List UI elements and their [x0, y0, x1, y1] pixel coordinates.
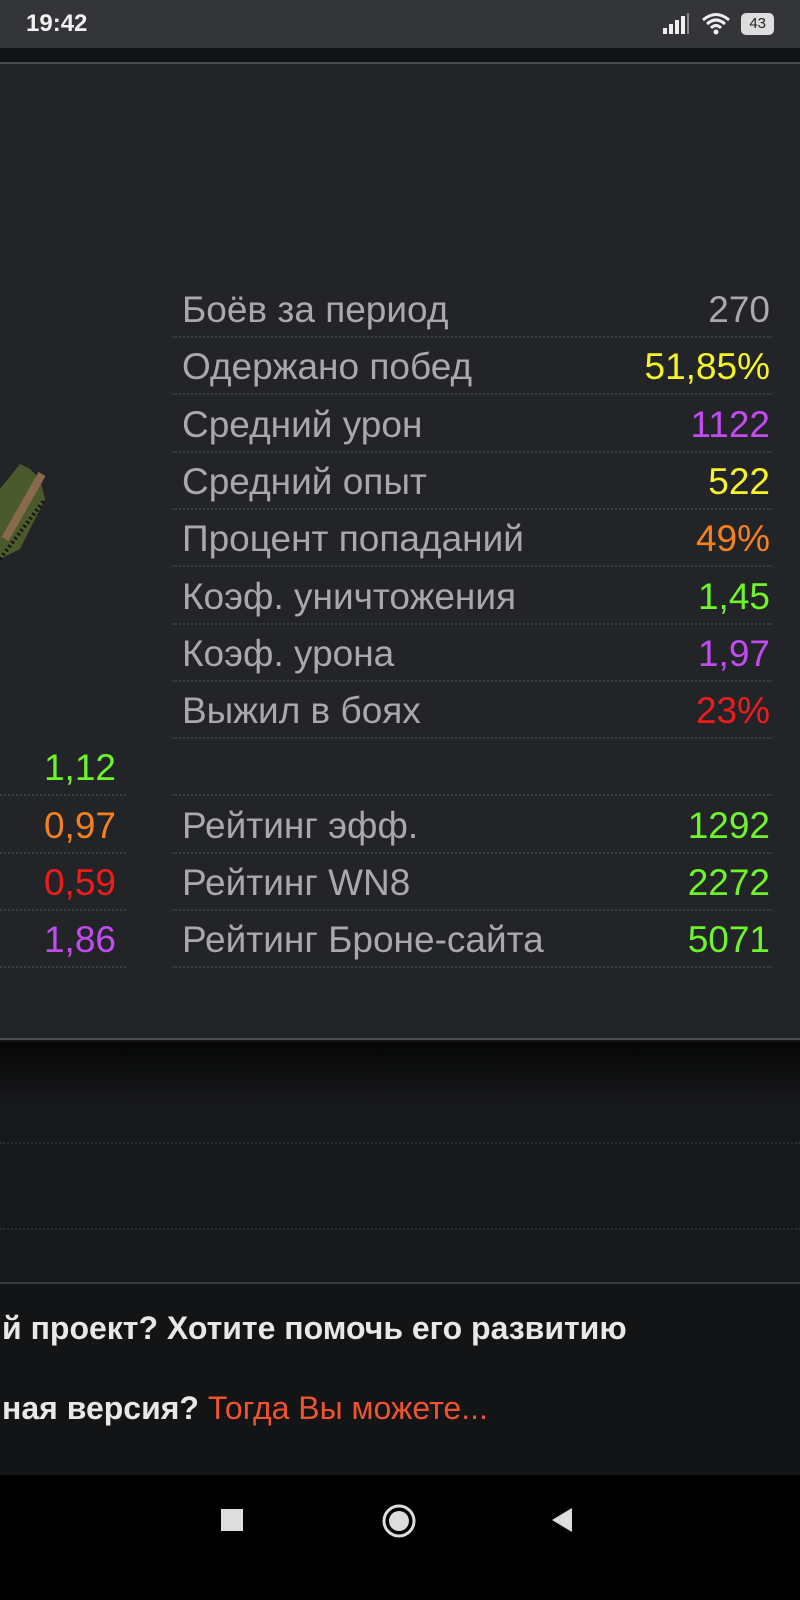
clock: 19:42	[26, 10, 88, 37]
promo-line-1: й проект? Хотите помочь его развитию	[2, 1310, 627, 1346]
stat-row: Рейтинг WN8 2272	[172, 854, 772, 911]
left-stat-row: 0,59	[0, 854, 126, 911]
stat-label: Средний опыт	[182, 460, 427, 502]
stat-value: 51,85%	[644, 346, 771, 388]
stat-label: Выжил в боях	[182, 690, 421, 732]
support-link[interactable]: Тогда Вы можете...	[207, 1390, 488, 1426]
signal-icon	[663, 13, 690, 34]
battery-icon: 43	[741, 13, 774, 35]
stat-row: Рейтинг эфф. 1292	[172, 797, 772, 854]
separator	[0, 1282, 800, 1284]
left-stat-row: 1,86	[0, 911, 126, 969]
stat-value: 1,45	[697, 575, 770, 617]
stat-row: Коэф. урона 1,97	[172, 625, 772, 682]
promo-text: й проект? Хотите помочь его развитию ная…	[0, 1300, 800, 1460]
stat-value: 1,12	[43, 747, 116, 789]
home-icon[interactable]	[381, 1503, 417, 1539]
navigation-bar	[0, 1475, 800, 1600]
stat-label: Боёв за период	[182, 289, 449, 330]
stat-value: 2272	[687, 862, 770, 903]
stat-value: 49%	[695, 518, 770, 560]
stat-label: Рейтинг WN8	[182, 862, 411, 903]
status-bar: 19:42 43	[0, 0, 800, 48]
stat-row: Процент попаданий 49%	[172, 510, 772, 568]
stat-value: 1,97	[697, 632, 770, 674]
stat-label: Рейтинг эфф.	[182, 804, 419, 846]
left-stat-row: 1,12	[0, 739, 126, 797]
stat-value: 0,59	[43, 862, 116, 903]
stat-row: Выжил в боях 23%	[172, 682, 772, 740]
spacer-row	[172, 739, 772, 797]
recents-icon[interactable]	[220, 1508, 244, 1532]
stat-row: Боёв за период 270	[172, 281, 772, 338]
back-icon[interactable]	[550, 1507, 574, 1533]
stat-value: 270	[708, 289, 770, 330]
header-gap	[0, 48, 800, 62]
stat-value: 1,86	[43, 919, 116, 961]
stat-value: 23%	[695, 690, 770, 732]
stat-label: Рейтинг Броне-сайта	[182, 919, 544, 961]
stat-row: Средний опыт 522	[172, 453, 772, 510]
wifi-icon	[702, 13, 731, 35]
stat-row: Рейтинг Броне-сайта 5071	[172, 911, 772, 969]
tank-image	[0, 464, 47, 561]
stat-label: Средний урон	[182, 403, 423, 445]
stat-row: Коэф. уничтожения 1,45	[172, 568, 772, 625]
stat-label: Одержано побед	[182, 346, 473, 388]
stat-value: 1122	[690, 403, 770, 445]
stat-row: Средний урон 1122	[172, 396, 772, 453]
divider	[0, 1228, 800, 1230]
lower-section	[0, 1042, 800, 1282]
stat-label: Коэф. уничтожения	[182, 575, 517, 617]
stats-panel	[0, 62, 800, 1040]
divider	[0, 1142, 800, 1144]
left-stat-row: 0,97	[0, 797, 126, 854]
stat-row: Одержано побед 51,85%	[172, 338, 772, 396]
stat-value: 0,97	[43, 804, 116, 846]
promo-line-2: ная версия?	[2, 1390, 199, 1426]
stat-label: Процент попаданий	[182, 518, 524, 560]
stat-value: 1292	[687, 804, 770, 846]
stat-label: Коэф. урона	[182, 632, 395, 674]
stat-value: 522	[708, 460, 770, 502]
stat-value: 5071	[687, 919, 770, 961]
